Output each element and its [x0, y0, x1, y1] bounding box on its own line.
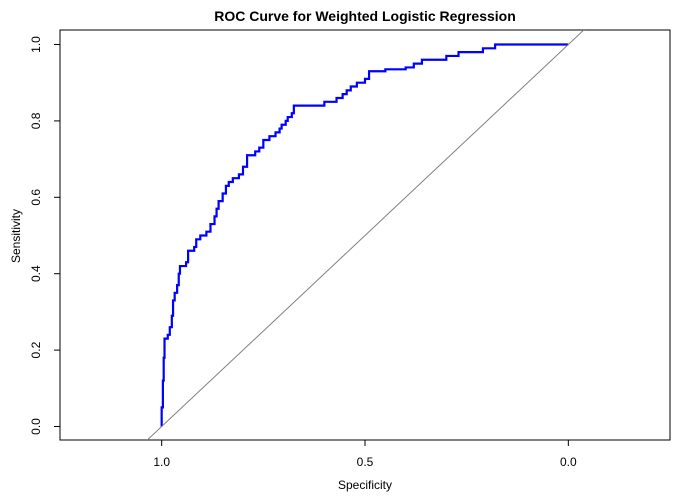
x-tick-label: 1.0: [153, 455, 170, 469]
y-tick-label: 1.0: [29, 36, 43, 53]
diagonal-reference-line: [146, 30, 585, 440]
y-tick-label: 0.4: [29, 265, 43, 282]
y-tick-label: 0.2: [29, 341, 43, 358]
x-tick-label: 0.0: [560, 455, 577, 469]
plot-layer: 1.0 0.5 0.0 0.0 0.2 0.4 0.6 0.8 1.0: [29, 29, 671, 469]
y-tick-label: 0.6: [29, 189, 43, 206]
y-tick-label: 0.8: [29, 112, 43, 129]
chart-title: ROC Curve for Weighted Logistic Regressi…: [214, 8, 516, 24]
y-axis-label: Sensitivity: [9, 209, 23, 263]
y-tick-label: 0.0: [29, 418, 43, 435]
roc-curve-line: [160, 43, 569, 427]
x-axis-label: Specificity: [338, 478, 392, 492]
x-tick-label: 0.5: [357, 455, 374, 469]
